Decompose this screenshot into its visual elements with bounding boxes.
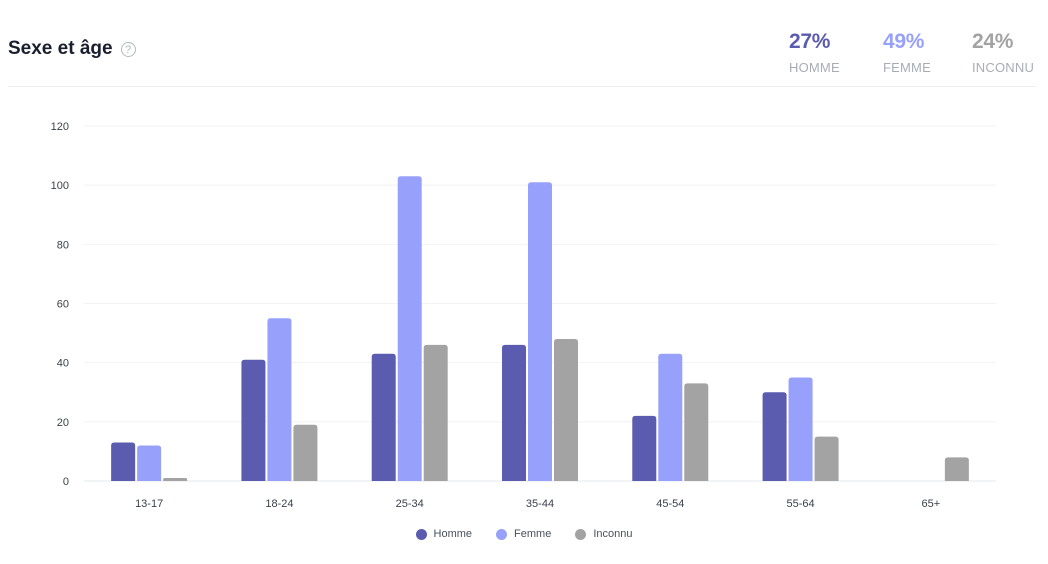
bar-femme-35-44 (528, 182, 552, 482)
legend-label-femme: Femme (514, 528, 552, 540)
y-tick-label: 40 (57, 358, 69, 370)
legend-dot-inconnu (575, 528, 587, 540)
x-tick-label: 45-54 (656, 498, 684, 510)
bar-homme-13-17 (111, 442, 136, 481)
stat-femme: 49% FEMME (883, 30, 931, 75)
x-tick-label: 65+ (922, 498, 941, 510)
chart-legend: Homme Femme Inconnu (0, 528, 1048, 540)
legend-dot-homme (415, 528, 427, 540)
legend-label-inconnu: Inconnu (593, 528, 633, 540)
stat-inconnu-value: 24% (972, 30, 1014, 53)
y-tick-label: 0 (63, 476, 69, 488)
stat-homme-label: HOMME (789, 60, 840, 75)
bar-inconnu-65+ (944, 457, 969, 481)
bar-femme-25-34 (397, 176, 422, 481)
legend-dot-femme (496, 528, 508, 540)
y-tick-label: 80 (57, 239, 69, 251)
x-tick-label: 18-24 (265, 498, 293, 510)
y-tick-label: 60 (57, 299, 69, 311)
legend-label-homme: Homme (433, 528, 473, 540)
legend-item-inconnu[interactable]: Inconnu (575, 528, 632, 540)
card-header: Sexe et âge ? (8, 38, 136, 60)
legend-item-homme[interactable]: Homme (415, 528, 473, 540)
x-tick-label: 55-64 (787, 498, 815, 510)
stat-femme-value: 49% (883, 30, 925, 53)
bar-homme-25-34 (371, 353, 396, 481)
bar-inconnu-55-64 (814, 436, 839, 481)
question-circle-icon[interactable]: ? (120, 41, 136, 57)
bar-femme-45-54 (658, 353, 683, 481)
x-tick-label: 13-17 (135, 498, 163, 510)
bar-homme-45-54 (632, 415, 657, 481)
card-title: Sexe et âge (8, 38, 113, 59)
stat-inconnu: 24% INCONNU (972, 30, 1034, 75)
bar-inconnu-25-34 (423, 344, 448, 481)
stat-homme-value: 27% (789, 30, 831, 53)
legend-item-femme[interactable]: Femme (496, 528, 551, 540)
bar-homme-55-64 (762, 392, 787, 481)
bar-homme-35-44 (502, 344, 526, 481)
y-tick-label: 100 (51, 180, 69, 192)
bar-inconnu-13-17 (163, 478, 188, 481)
bar-inconnu-45-54 (684, 383, 709, 481)
bar-inconnu-35-44 (554, 339, 578, 481)
bar-femme-55-64 (788, 377, 813, 481)
bar-inconnu-18-24 (293, 424, 318, 481)
stat-homme: 27% HOMME (789, 30, 840, 75)
y-tick-label: 20 (57, 417, 69, 429)
bar-homme-18-24 (241, 359, 266, 481)
x-tick-label: 25-34 (396, 498, 424, 510)
bar-femme-18-24 (267, 318, 292, 481)
x-tick-label: 35-44 (526, 498, 554, 510)
y-tick-label: 120 (51, 121, 69, 133)
stat-femme-label: FEMME (883, 60, 931, 75)
bar-femme-13-17 (137, 445, 162, 481)
stat-inconnu-label: INCONNU (972, 60, 1035, 75)
header-divider (8, 86, 1036, 87)
